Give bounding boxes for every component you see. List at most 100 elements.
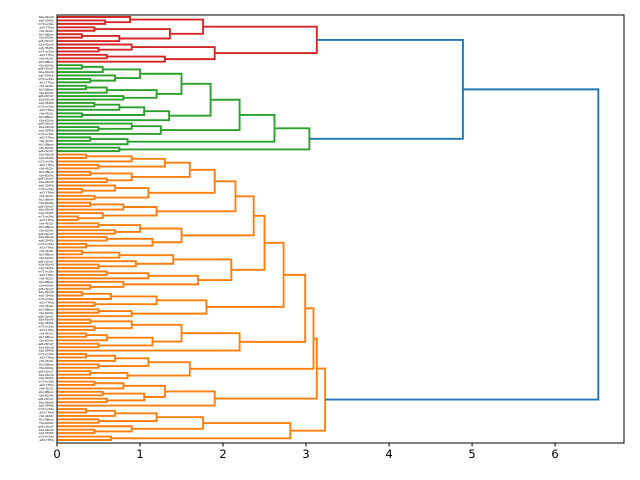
dendrogram-link	[57, 243, 88, 249]
leaf-label: r9d-4102c	[39, 111, 54, 115]
leaf-label: b2a-91kd0	[39, 125, 54, 129]
leaf-label: a03-77fhq	[39, 301, 53, 305]
leaf-label: qv8-23mz7	[38, 94, 54, 98]
leaf-label: m71-kc29s	[38, 77, 54, 81]
dendrogram-link	[57, 270, 108, 276]
leaf-label: t5e-6019x	[39, 283, 53, 287]
dendrogram-link	[57, 249, 83, 256]
leaf-label: t5e-6019x	[39, 393, 53, 397]
dendrogram-link	[57, 215, 79, 221]
leaf-label: kk2-08ban	[39, 252, 54, 256]
leaf-label: m71-kc29s	[38, 22, 54, 26]
leaf-label: m71-kc29s	[38, 132, 54, 136]
dendrogram-link	[57, 408, 88, 414]
dendrogram-link	[111, 422, 292, 440]
dendrogram-link	[131, 416, 205, 430]
dendrogram-link	[57, 126, 100, 132]
dendrogram-link	[57, 53, 108, 60]
leaf-label: xq0-3345b	[39, 294, 54, 298]
leaf-label: r9d-4102c	[39, 359, 54, 363]
dendrogram-link	[57, 236, 108, 242]
dendrogram-link	[94, 28, 171, 40]
leaf-label: t5e-6019x	[39, 118, 53, 122]
dendrogram-link	[57, 33, 83, 39]
dendrogram-link	[81, 106, 146, 116]
leaf-label: a03-77fhq	[39, 246, 53, 250]
dendrogram-link	[57, 112, 83, 118]
dendrogram-link	[57, 428, 96, 435]
dendrogram-link	[119, 254, 175, 265]
leaf-label: xq0-3345b	[39, 211, 54, 215]
leaf-label: a03-77fhq	[39, 108, 53, 112]
leaf-label: b2a-91kd0	[39, 290, 54, 294]
dendrogram-link	[57, 26, 96, 32]
leaf-label: t5e-6019x	[39, 256, 53, 260]
leaf-label: m71-kc29s	[38, 160, 54, 164]
dendrogram-link	[57, 301, 96, 307]
leaf-label: kk2-08ban	[39, 362, 54, 366]
dendrogram-link	[57, 325, 96, 331]
leaf-label: xq0-3345b	[39, 376, 54, 380]
leaf-label: qv8-23mz7	[38, 39, 54, 43]
dendrogram-link	[57, 177, 108, 184]
leaf-label: a03-77fhq	[39, 411, 53, 415]
dendrogram-link	[57, 363, 100, 369]
leaf-label: m71-kc29s	[38, 49, 54, 53]
dendrogram-link	[57, 318, 92, 325]
leaf-label: a03-77fhq	[39, 80, 53, 84]
dendrogram-link	[189, 307, 315, 370]
leaf-label: a03-77fhq	[39, 135, 53, 139]
leaf-label: kk2-08ban	[39, 197, 54, 201]
leaf-label: xq0-3345b	[39, 74, 54, 78]
dendrogram-link	[140, 227, 183, 244]
dendrogram-link	[181, 195, 255, 237]
dendrogram-link	[57, 194, 96, 201]
leaf-label: t5e-6019x	[39, 173, 53, 177]
leaf-label: kk2-08ban	[39, 142, 54, 146]
dendrogram-link	[119, 127, 311, 151]
leaf-label: qv8-23mz7	[38, 122, 54, 126]
leaf-label: r9d-4102c	[39, 56, 54, 60]
dendrogram-link	[169, 82, 212, 117]
leaf-label: kk2-08ban	[39, 60, 54, 64]
leaf-label: m71-kc29s	[38, 297, 54, 301]
leaf-label: qv8-23mz7	[38, 259, 54, 263]
dendrogram-link	[57, 222, 100, 228]
x-tick-label: 1	[136, 447, 143, 461]
plot-border	[56, 14, 625, 444]
dendrogram-link	[90, 320, 133, 330]
leaf-label: qv8-23mz7	[38, 369, 54, 373]
leaf-label: r9d-4102c	[39, 387, 54, 391]
leaf-label: kk2-08ban	[39, 32, 54, 36]
leaf-label: t5e-6019x	[39, 91, 53, 95]
leaf-label: r9d-4102c	[39, 249, 54, 253]
dendrogram-link	[127, 361, 191, 377]
dendrogram-link	[57, 353, 88, 359]
leaf-label: r9d-4102c	[39, 276, 54, 280]
leaf-label: m71-kc29s	[38, 105, 54, 109]
leaf-label: a03-77fhq	[39, 163, 53, 167]
leaf-label: r9d-4102c	[39, 221, 54, 225]
dendrogram-links	[57, 16, 600, 441]
leaf-label: b2a-91kd0	[39, 15, 54, 19]
dendrogram-link	[57, 146, 121, 153]
leaf-label: xq0-3345b	[39, 321, 54, 325]
leaf-label: a03-77fhq	[39, 356, 53, 360]
leaf-label: a03-77fhq	[39, 328, 53, 332]
leaf-label: r9d-4102c	[39, 304, 54, 308]
leaf-label: t5e-6019x	[39, 366, 53, 370]
leaf-label: kk2-08ban	[39, 390, 54, 394]
leaf-label: a03-77fhq	[39, 53, 53, 57]
leaf-label: b2a-91kd0	[39, 98, 54, 102]
dendrogram-link	[57, 229, 117, 235]
leaf-label: qv8-23mz7	[38, 149, 54, 153]
leaf-label: xq0-3345b	[39, 156, 54, 160]
dendrogram-link	[57, 380, 96, 386]
leaf-label: m71-kc29s	[38, 435, 54, 439]
dendrogram-link	[206, 241, 285, 308]
dendrogram-link	[57, 19, 107, 25]
leaf-label: b2a-91kd0	[39, 70, 54, 74]
leaf-label: r9d-4102c	[39, 194, 54, 198]
